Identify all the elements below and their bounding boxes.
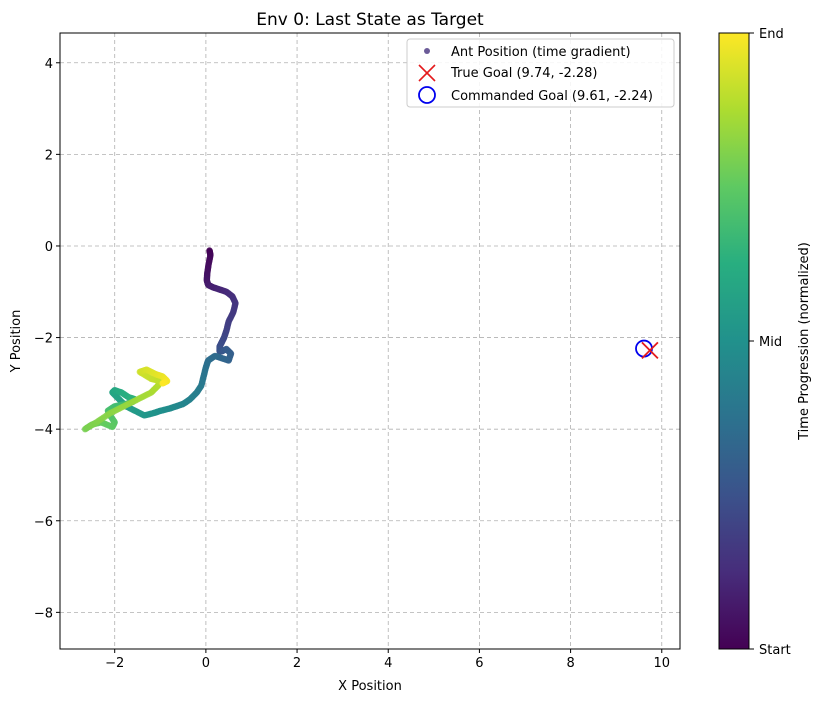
x-tick-label: 8: [566, 656, 574, 671]
colorbar: End Mid Start Time Progression (normaliz…: [718, 27, 812, 658]
y-tick-label: 4: [45, 57, 53, 72]
y-tick-label: −2: [34, 332, 53, 347]
y-axis-label: Y Position: [9, 310, 24, 374]
x-tick-label: 4: [384, 656, 392, 671]
x-tick-label: 10: [653, 656, 670, 671]
colorbar-gradient: [718, 32, 750, 650]
legend-true-goal-label: True Goal (9.74, -2.28): [450, 66, 597, 81]
legend-ant-label: Ant Position (time gradient): [451, 45, 631, 60]
legend-box: [406, 38, 675, 108]
y-tick-label: −6: [34, 515, 53, 530]
x-axis-label: X Position: [338, 679, 402, 694]
true-goal-stroke: [641, 341, 659, 360]
x-tick-label: 2: [293, 656, 301, 671]
legend-commanded-goal-marker: [418, 86, 436, 104]
y-tick-label: −8: [34, 606, 53, 621]
y-tick-label: −4: [34, 423, 53, 438]
y-axis-ticks: −8 −6 −4 −2 0 2 4: [34, 57, 60, 621]
x-tick-label: 6: [475, 656, 483, 671]
colorbar-title: Time Progression (normalized): [797, 242, 812, 441]
grid-lines: [60, 33, 680, 649]
legend-true-goal-marker: [418, 64, 436, 82]
legend-ant-marker: [424, 48, 430, 54]
colorbar-label-mid: Mid: [759, 335, 782, 350]
true-goal-marker: [641, 341, 659, 360]
commanded-goal-marker: [635, 339, 653, 358]
legend: Ant Position (time gradient) True Goal (…: [406, 38, 675, 108]
chart-title: Env 0: Last State as Target: [256, 10, 484, 30]
plot-area: [81, 247, 659, 433]
y-tick-label: 0: [45, 240, 53, 255]
x-tick-label: 0: [202, 656, 210, 671]
trajectory-point: [159, 380, 166, 387]
colorbar-label-start: Start: [759, 643, 791, 658]
colorbar-label-end: End: [759, 27, 784, 42]
plot-frame: [59, 32, 681, 650]
y-tick-label: 2: [45, 148, 53, 163]
x-axis-ticks: −2 0 2 4 6 8 10: [105, 649, 670, 671]
legend-commanded-goal-label: Commanded Goal (9.61, -2.24): [451, 89, 653, 104]
x-tick-label: −2: [105, 656, 124, 671]
